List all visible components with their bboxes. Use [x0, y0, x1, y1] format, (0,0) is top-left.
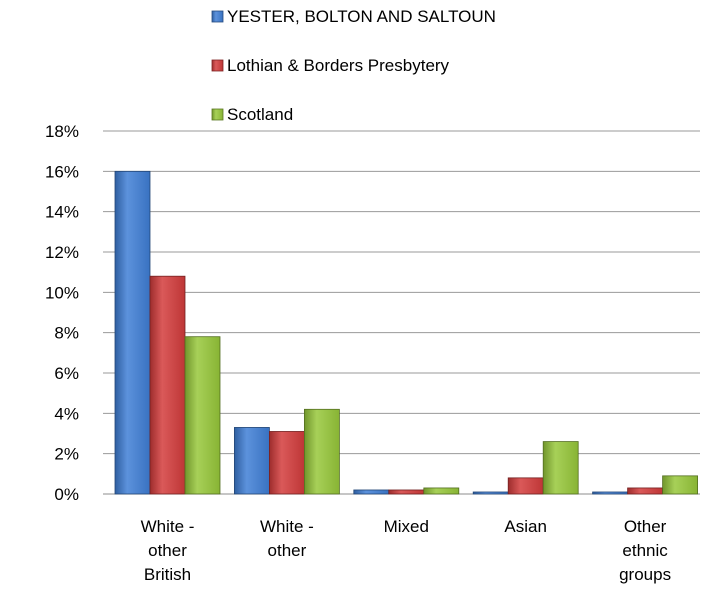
- bar: [233, 427, 270, 495]
- legend-label: Lothian & Borders Presbytery: [227, 56, 450, 75]
- legend-item: Scotland: [211, 105, 293, 124]
- y-axis: 0% 2% 4% 6% 8% 10% 12% 14% 16% 18%: [45, 122, 79, 504]
- legend-label: Scotland: [227, 105, 293, 124]
- x-tick-label: Asian: [504, 517, 547, 536]
- bar: [149, 275, 186, 495]
- x-tick-label: White -other: [260, 517, 314, 560]
- bar: [592, 491, 628, 495]
- legend-swatch: [211, 108, 224, 121]
- y-tick-label: 0%: [54, 485, 79, 504]
- bar: [114, 170, 151, 495]
- bar: [303, 408, 340, 495]
- y-tick-label: 18%: [45, 122, 79, 141]
- legend: YESTER, BOLTON AND SALTOUN Lothian & Bord…: [211, 7, 496, 124]
- bar: [423, 487, 460, 495]
- bar: [542, 441, 579, 495]
- legend-item: YESTER, BOLTON AND SALTOUN: [211, 7, 496, 26]
- legend-swatch: [211, 59, 224, 72]
- y-tick-label: 6%: [54, 364, 79, 383]
- y-tick-label: 10%: [45, 283, 79, 302]
- y-tick-label: 14%: [45, 203, 79, 222]
- y-tick-label: 16%: [45, 162, 79, 181]
- x-tick-label: Other ethnic groups: [619, 517, 671, 584]
- y-tick-label: 4%: [54, 404, 79, 423]
- legend-label: YESTER, BOLTON AND SALTOUN: [227, 7, 496, 26]
- bar: [472, 491, 509, 495]
- x-tick-label: Mixed: [384, 517, 429, 536]
- bar: [268, 431, 305, 495]
- y-tick-label: 2%: [54, 445, 79, 464]
- x-axis: White -other British White -other Mixed Asia…: [141, 517, 672, 584]
- bar: [662, 475, 698, 495]
- y-tick-label: 12%: [45, 243, 79, 262]
- x-tick-label: White -other British: [141, 517, 195, 584]
- bar: [627, 487, 663, 495]
- bar: [184, 336, 221, 495]
- bar: [388, 489, 425, 495]
- bars: [114, 170, 698, 495]
- y-tick-label: 8%: [54, 324, 79, 343]
- bar: [507, 477, 544, 495]
- legend-swatch: [211, 10, 224, 23]
- bar: [353, 489, 390, 495]
- legend-item: Lothian & Borders Presbytery: [211, 56, 450, 75]
